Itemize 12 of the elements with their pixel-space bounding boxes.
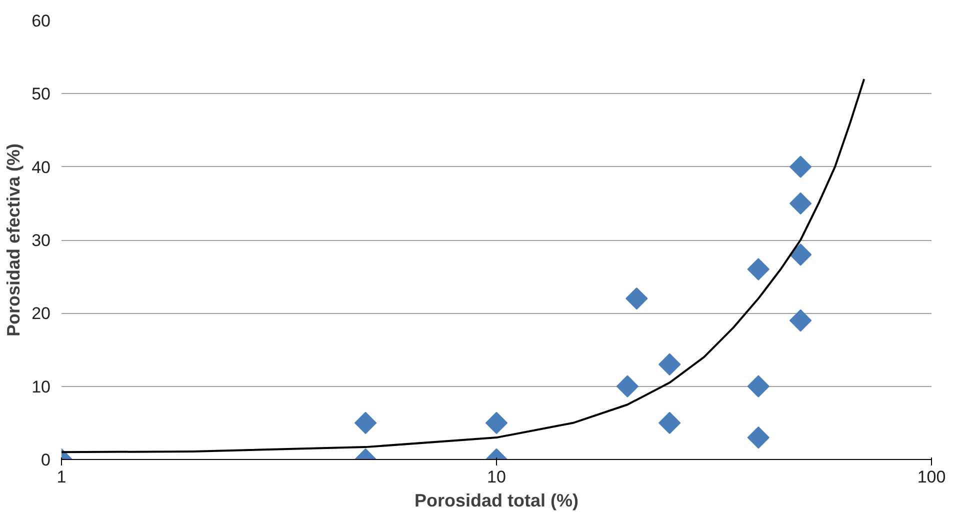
y-tick-label: 30	[32, 231, 51, 250]
y-axis-title: Porosidad efectiva (%)	[4, 143, 24, 337]
y-tick-label: 40	[32, 158, 51, 177]
x-tick-label: 100	[917, 468, 946, 486]
y-tick-label: 20	[32, 304, 51, 324]
x-axis-title: Porosidad total (%)	[414, 490, 579, 510]
y-tick-label: 50	[32, 84, 51, 104]
y-tick-label: 0	[41, 450, 51, 470]
y-tick-label: 60	[32, 12, 51, 30]
x-tick-label: 1	[56, 468, 66, 486]
y-tick-label: 10	[32, 377, 51, 396]
x-tick-label: 10	[487, 468, 506, 486]
